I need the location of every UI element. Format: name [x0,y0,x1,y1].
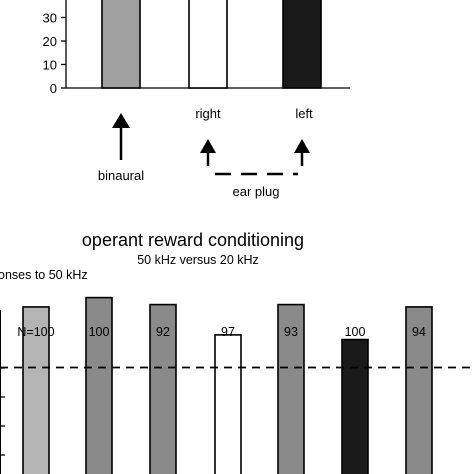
bottom-bar [22,306,50,474]
bottom-bar [341,338,369,474]
top-bar [101,0,141,89]
chart-title: operant reward conditioning [82,230,304,250]
bottom-bar-chart: N=100 100 92 97 93 100 94 [0,296,474,474]
bottom-bar [149,303,177,474]
condition-label: left [295,106,313,121]
sample-size-label: 93 [284,325,298,339]
top-bar [282,0,322,89]
right-arrow-head [200,139,216,153]
bottom-bar [405,306,433,474]
sample-size-label: N=100 [17,325,54,339]
ear-condition-arrows: binaural right left ear plug [98,106,313,199]
sample-size-label: 94 [412,325,426,339]
chart-subtitle: 50 kHz versus 20 kHz [137,253,259,267]
sample-size-label: 92 [156,325,170,339]
sample-size-label: 100 [345,325,366,339]
bottom-bar [277,303,305,474]
top-bar-chart: 0 10 20 30 [43,0,350,96]
condition-label: right [195,106,221,121]
top-y-tick-label: 20 [43,34,57,49]
ear-plug-label: ear plug [233,184,280,199]
top-bar [188,0,228,89]
top-y-tick-label: 10 [43,58,57,73]
sample-size-label: 97 [221,325,235,339]
bottom-bar [85,296,113,474]
top-y-tick-label: 30 [43,11,57,26]
left-arrow-head [294,139,310,153]
bottom-bar [214,334,242,474]
top-y-tick-label: 0 [50,81,57,96]
y-axis-label: onses to 50 kHz [0,268,88,282]
binaural-arrow-head [112,113,130,128]
condition-label: binaural [98,168,144,183]
sample-size-label: 100 [89,325,110,339]
